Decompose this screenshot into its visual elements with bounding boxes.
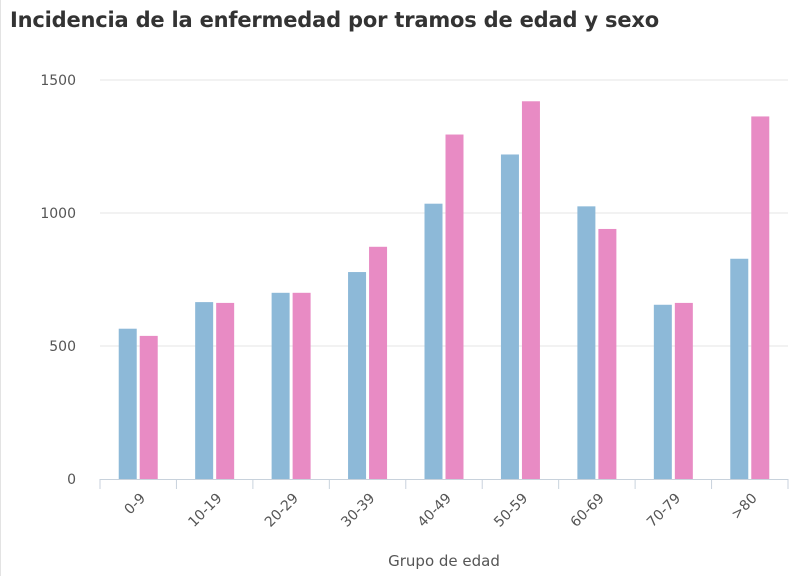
x-tick-label: 40-49 [415,491,455,531]
bar-series-2 [369,246,388,479]
bar-series-1 [424,203,443,479]
bar-series-1 [118,328,137,479]
x-tick-label: 10-19 [185,491,225,531]
bar-series-2 [139,335,158,479]
x-tick-label: 20-29 [262,491,302,531]
bar-series-1 [730,258,749,479]
bar-series-2 [674,302,693,479]
y-tick-label: 500 [49,339,76,355]
x-tick-label: >80 [728,491,760,523]
bar-series-1 [348,272,367,479]
x-axis-title: Grupo de edad [388,552,500,570]
y-tick-label: 1000 [40,206,76,222]
bar-series-2 [292,292,311,479]
gridlines [100,79,788,347]
bar-series-1 [195,302,214,479]
x-tick-label: 50-59 [491,491,531,531]
bar-series-1 [653,304,672,479]
chart-title: Incidencia de la enfermedad por tramos d… [10,8,659,32]
bar-series-1 [577,206,596,479]
bar-series-2 [216,302,235,479]
bar-series-2 [521,101,540,479]
bar-series-2 [445,134,464,479]
bar-series-1 [500,154,519,480]
y-tick-label: 1500 [40,73,76,89]
bars [118,101,770,480]
x-axis-ticks: 0-9 10-19 20-29 30-39 40-49 50-59 60-69 70-79 >8… [99,479,789,531]
y-axis-ticks: 0 500 1000 1500 [40,73,76,488]
x-tick-label: 30-39 [338,491,378,531]
bar-series-1 [271,292,290,479]
bar-series-2 [598,228,617,479]
x-tick-label: 0-9 [122,491,149,518]
x-tick-label: 70-79 [644,491,684,531]
left-border [0,0,1,576]
bar-series-2 [751,116,770,479]
y-tick-label: 0 [67,472,76,488]
x-tick-label: 60-69 [568,491,608,531]
